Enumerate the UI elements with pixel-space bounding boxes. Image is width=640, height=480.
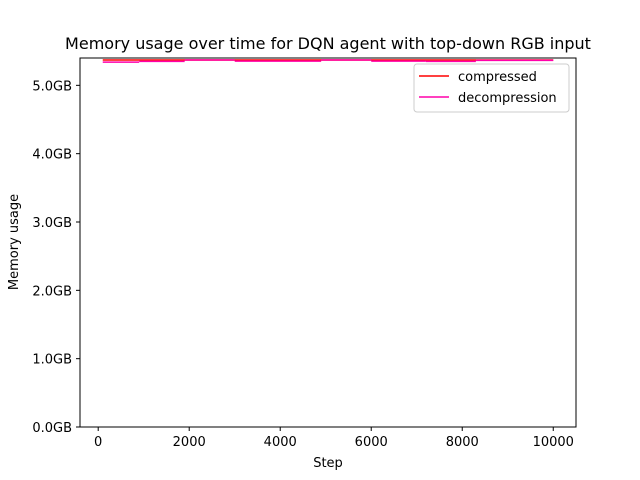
x-tick-label: 4000 bbox=[264, 435, 297, 450]
y-tick-label: 3.0GB bbox=[32, 216, 72, 231]
plot-area bbox=[79, 57, 577, 428]
y-tick-label: 2.0GB bbox=[32, 284, 72, 299]
y-axis-label: Memory usage bbox=[7, 194, 22, 290]
x-tick-label: 8000 bbox=[446, 435, 479, 450]
legend-label-decompression: decompression bbox=[458, 91, 557, 106]
x-tick-label: 2000 bbox=[173, 435, 206, 450]
x-axis-label: Step bbox=[313, 456, 343, 471]
y-tick-label: 0.0GB bbox=[32, 421, 72, 436]
chart-title: Memory usage over time for DQN agent wit… bbox=[65, 34, 591, 53]
legend-label-compressed: compressed bbox=[458, 70, 537, 85]
x-tick-label: 6000 bbox=[355, 435, 388, 450]
x-tick-label: 10000 bbox=[533, 435, 574, 450]
y-tick-label: 5.0GB bbox=[32, 79, 72, 94]
legend: compressed decompression bbox=[413, 63, 570, 113]
y-tick-label: 4.0GB bbox=[32, 148, 72, 163]
y-tick-label: 1.0GB bbox=[32, 353, 72, 368]
y-axis: 0.0GB 1.0GB 2.0GB 3.0GB 4.0GB 5.0GB bbox=[32, 79, 80, 436]
plot-frame bbox=[79, 57, 577, 428]
legend-box bbox=[413, 63, 570, 113]
series-layer bbox=[102, 59, 554, 63]
x-axis: 0 2000 4000 6000 8000 10000 bbox=[94, 427, 574, 450]
x-tick-label: 0 bbox=[94, 435, 102, 450]
plot-background bbox=[80, 58, 576, 427]
